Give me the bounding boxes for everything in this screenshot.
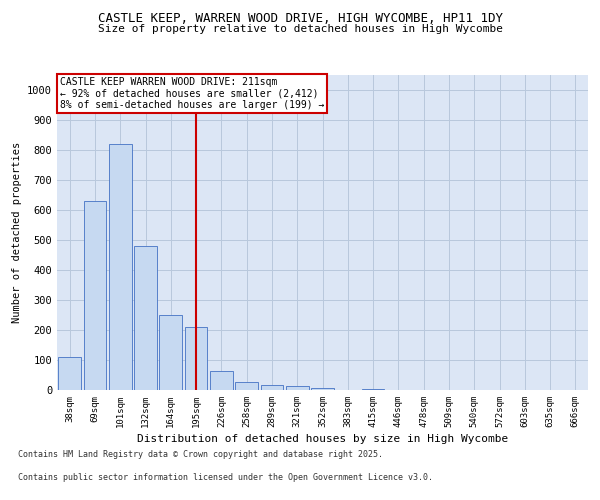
X-axis label: Distribution of detached houses by size in High Wycombe: Distribution of detached houses by size … (137, 434, 508, 444)
Bar (235, 382, 258, 390)
Bar (58, 357, 81, 390)
Y-axis label: Number of detached properties: Number of detached properties (11, 142, 22, 323)
Bar (210, 370, 233, 390)
Bar (311, 388, 334, 390)
Text: CASTLE KEEP WARREN WOOD DRIVE: 211sqm
← 92% of detached houses are smaller (2,41: CASTLE KEEP WARREN WOOD DRIVE: 211sqm ← … (59, 76, 324, 110)
Text: Contains public sector information licensed under the Open Government Licence v3: Contains public sector information licen… (18, 472, 433, 482)
Bar (362, 388, 385, 390)
Text: CASTLE KEEP, WARREN WOOD DRIVE, HIGH WYCOMBE, HP11 1DY: CASTLE KEEP, WARREN WOOD DRIVE, HIGH WYC… (97, 12, 503, 26)
Bar (160, 315, 182, 390)
Bar (286, 386, 308, 390)
Bar (134, 246, 157, 390)
Text: Size of property relative to detached houses in High Wycombe: Size of property relative to detached ho… (97, 24, 503, 34)
Bar (185, 327, 208, 390)
Bar (260, 384, 283, 390)
Text: Contains HM Land Registry data © Crown copyright and database right 2025.: Contains HM Land Registry data © Crown c… (18, 450, 383, 459)
Bar (109, 144, 131, 390)
Bar (83, 201, 106, 390)
